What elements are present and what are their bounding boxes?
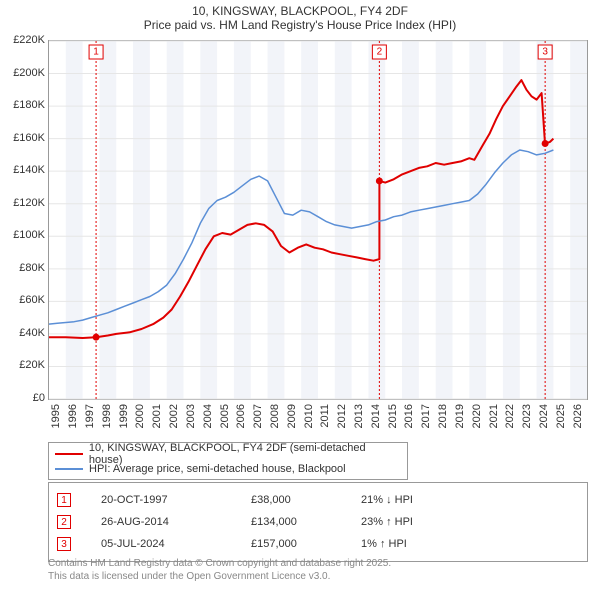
footer-line-2: This data is licensed under the Open Gov… — [48, 571, 588, 584]
y-tick-label: £140K — [1, 164, 45, 176]
x-tick-label: 2006 — [235, 404, 247, 428]
x-tick-label: 2004 — [202, 404, 214, 428]
chart-container: 10, KINGSWAY, BLACKPOOL, FY4 2DF Price p… — [0, 0, 600, 590]
legend-label-hpi: HPI: Average price, semi-detached house,… — [89, 463, 346, 475]
x-tick-label: 2007 — [252, 404, 264, 428]
y-tick-label: £180K — [1, 99, 45, 111]
event-price: £134,000 — [251, 516, 361, 528]
y-tick-label: £80K — [1, 262, 45, 274]
x-tick-label: 2024 — [538, 404, 550, 428]
x-tick-label: 2020 — [471, 404, 483, 428]
event-price: £38,000 — [251, 494, 361, 506]
event-date: 05-JUL-2024 — [101, 538, 251, 550]
x-tick-label: 2009 — [286, 404, 298, 428]
y-tick-label: £0 — [1, 392, 45, 404]
svg-text:1: 1 — [93, 47, 99, 58]
x-tick-label: 2005 — [219, 404, 231, 428]
plot-area: 1 2 3 — [48, 40, 588, 400]
event-table: 1 20-OCT-1997£38,00021% ↓ HPI 2 26-AUG-2014… — [48, 482, 588, 562]
y-tick-label: £100K — [1, 229, 45, 241]
x-tick-label: 2016 — [403, 404, 415, 428]
x-tick-label: 1995 — [50, 404, 62, 428]
x-tick-label: 2003 — [185, 404, 197, 428]
x-tick-label: 2023 — [521, 404, 533, 428]
y-tick-label: £200K — [1, 67, 45, 79]
y-tick-label: £40K — [1, 327, 45, 339]
x-tick-label: 1997 — [84, 404, 96, 428]
event-row: 3 05-JUL-2024£157,0001% ↑ HPI — [57, 533, 579, 555]
x-tick-label: 2026 — [572, 404, 584, 428]
event-delta: 21% ↓ HPI — [361, 494, 471, 506]
x-tick-label: 2013 — [353, 404, 365, 428]
x-tick-label: 2000 — [134, 404, 146, 428]
x-tick-label: 2001 — [151, 404, 163, 428]
y-tick-label: £160K — [1, 132, 45, 144]
event-delta: 23% ↑ HPI — [361, 516, 471, 528]
x-tick-label: 1998 — [101, 404, 113, 428]
event-marker: 3 — [57, 537, 71, 551]
x-tick-label: 2025 — [555, 404, 567, 428]
plot-svg: 1 2 3 — [49, 41, 587, 399]
title-line-2: Price paid vs. HM Land Registry's House … — [0, 18, 600, 32]
x-tick-label: 2017 — [420, 404, 432, 428]
event-date: 26-AUG-2014 — [101, 516, 251, 528]
x-tick-label: 2014 — [370, 404, 382, 428]
footer: Contains HM Land Registry data © Crown c… — [48, 558, 588, 583]
title-line-1: 10, KINGSWAY, BLACKPOOL, FY4 2DF — [0, 4, 600, 18]
x-tick-label: 2022 — [504, 404, 516, 428]
event-date: 20-OCT-1997 — [101, 494, 251, 506]
svg-text:2: 2 — [377, 47, 383, 58]
event-row: 1 20-OCT-1997£38,00021% ↓ HPI — [57, 489, 579, 511]
event-marker: 2 — [57, 515, 71, 529]
x-tick-label: 2011 — [319, 404, 331, 428]
x-tick-label: 2010 — [303, 404, 315, 428]
footer-line-1: Contains HM Land Registry data © Crown c… — [48, 558, 588, 571]
svg-text:3: 3 — [542, 47, 548, 58]
legend: 10, KINGSWAY, BLACKPOOL, FY4 2DF (semi-d… — [48, 442, 408, 480]
legend-swatch-hpi — [55, 468, 83, 470]
y-tick-label: £220K — [1, 34, 45, 46]
y-tick-label: £120K — [1, 197, 45, 209]
legend-row-price-paid: 10, KINGSWAY, BLACKPOOL, FY4 2DF (semi-d… — [55, 446, 401, 461]
chart-title: 10, KINGSWAY, BLACKPOOL, FY4 2DF Price p… — [0, 4, 600, 32]
x-tick-label: 2015 — [387, 404, 399, 428]
legend-swatch-price-paid — [55, 453, 83, 455]
x-tick-label: 2002 — [168, 404, 180, 428]
x-tick-label: 2008 — [269, 404, 281, 428]
event-row: 2 26-AUG-2014£134,00023% ↑ HPI — [57, 511, 579, 533]
x-tick-label: 1996 — [67, 404, 79, 428]
event-marker: 1 — [57, 493, 71, 507]
x-tick-label: 2012 — [336, 404, 348, 428]
x-tick-label: 2018 — [437, 404, 449, 428]
y-tick-label: £60K — [1, 294, 45, 306]
x-tick-label: 1999 — [118, 404, 130, 428]
x-tick-label: 2021 — [488, 404, 500, 428]
event-price: £157,000 — [251, 538, 361, 550]
x-tick-label: 2019 — [454, 404, 466, 428]
event-delta: 1% ↑ HPI — [361, 538, 471, 550]
y-tick-label: £20K — [1, 359, 45, 371]
